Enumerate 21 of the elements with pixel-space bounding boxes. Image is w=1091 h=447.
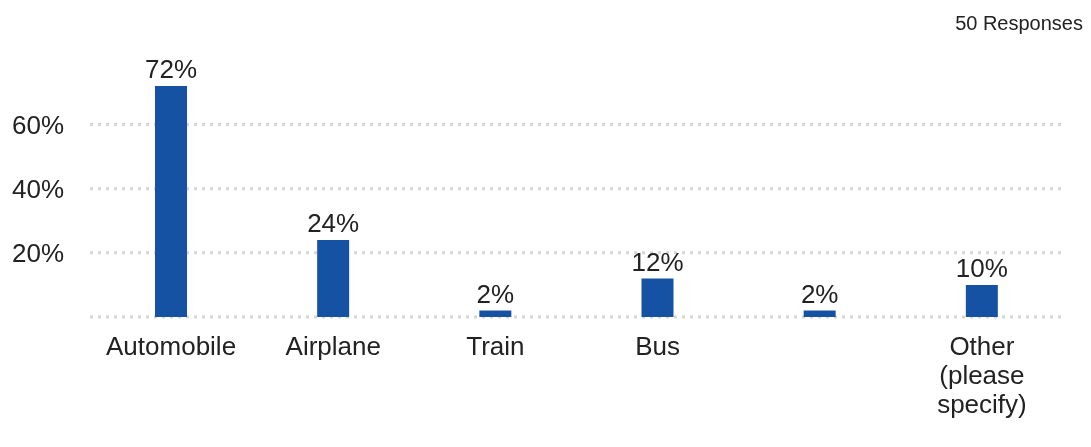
bar	[317, 240, 350, 317]
y-tick-label: 40%	[12, 173, 65, 204]
x-tick-label: Bus	[635, 331, 680, 361]
data-label: 2%	[800, 278, 839, 309]
x-tick-label: Other (please specify)	[937, 331, 1027, 419]
text: 50 Responses	[955, 12, 1083, 35]
y-tick-label: 60%	[12, 109, 65, 140]
bar	[803, 310, 836, 317]
data-label: 12%	[631, 246, 684, 277]
bar	[965, 284, 998, 317]
bar	[155, 86, 187, 317]
bar	[641, 278, 674, 317]
y-tick-label: 20%	[12, 238, 65, 269]
x-tick-label: Automobile	[106, 331, 237, 361]
data-label: 24%	[307, 208, 360, 238]
bar	[479, 310, 512, 317]
data-label: 72%	[144, 54, 198, 84]
x-tick-label: Airplane	[285, 331, 381, 361]
x-tick-label: Train	[466, 331, 525, 361]
data-label: 2%	[476, 278, 515, 309]
data-label: 10%	[955, 252, 1008, 283]
